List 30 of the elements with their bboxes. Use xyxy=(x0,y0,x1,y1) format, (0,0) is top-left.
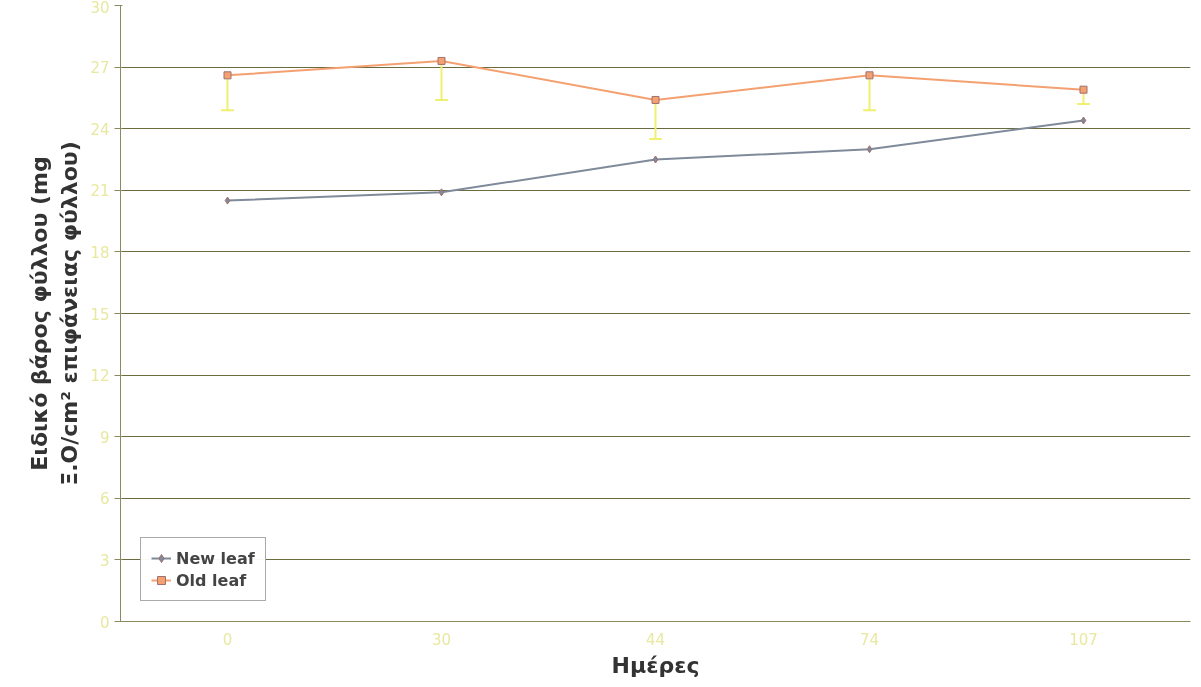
point xyxy=(223,71,232,80)
point xyxy=(651,95,660,104)
y-axis-title: Ειδικό βάρος φύλλου (mg Ξ.Ο/cm² επιφάνειας φύλλου) xyxy=(27,141,83,486)
x-tick-label: 74 xyxy=(859,630,880,649)
point xyxy=(1079,85,1088,94)
point xyxy=(865,71,874,80)
y-tick-label: 3 xyxy=(99,551,110,570)
point xyxy=(438,188,445,197)
y-tick-label: 27 xyxy=(90,59,110,78)
y-tick-label: 24 xyxy=(90,120,110,139)
y-tick-label: 15 xyxy=(90,305,110,324)
point xyxy=(224,196,231,205)
y-tick-label: 30 xyxy=(90,0,110,17)
point xyxy=(866,145,873,154)
point xyxy=(652,155,659,164)
y-tick-label: 18 xyxy=(90,243,110,262)
y-tick-label: 21 xyxy=(90,182,110,201)
point xyxy=(1080,116,1087,125)
y-tick-label: 12 xyxy=(90,367,110,386)
x-tick-label: 0 xyxy=(222,630,233,649)
legend-label: New leaf xyxy=(176,548,255,568)
y-tick-label: 6 xyxy=(99,490,110,509)
y-tick-label: 0 xyxy=(99,613,110,632)
x-axis-title: Ημέρες xyxy=(611,652,700,678)
x-tick-label: 107 xyxy=(1069,630,1098,649)
x-tick-label: 30 xyxy=(431,630,452,649)
point xyxy=(437,56,446,65)
x-tick-label: 44 xyxy=(645,630,666,649)
y-tick-label: 9 xyxy=(99,428,110,447)
legend-label: Old leaf xyxy=(176,570,247,590)
